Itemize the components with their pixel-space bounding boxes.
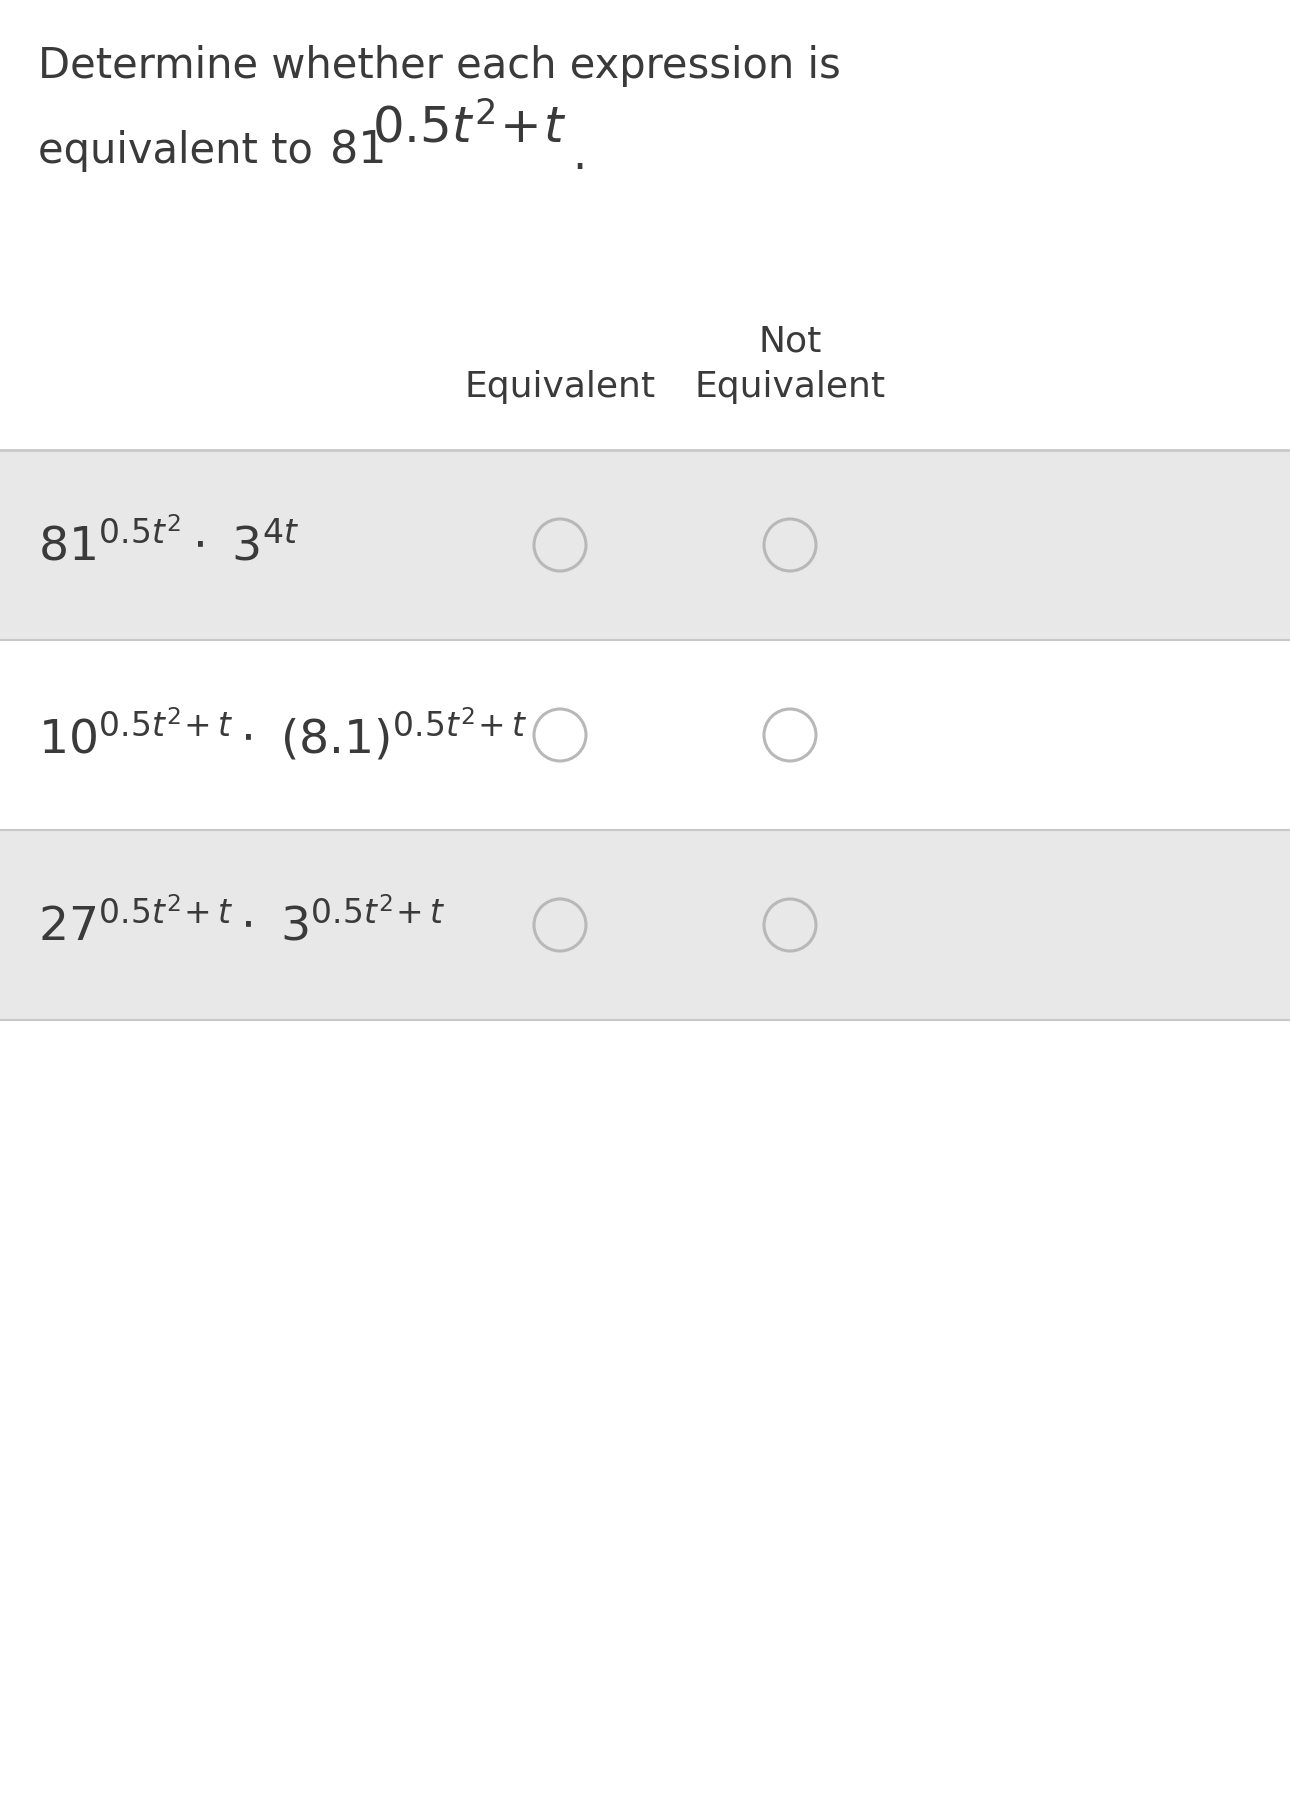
Circle shape xyxy=(764,520,817,572)
Text: Equivalent: Equivalent xyxy=(694,370,885,404)
Bar xyxy=(0,640,1290,830)
Bar xyxy=(0,449,1290,640)
Bar xyxy=(0,1019,1290,1804)
Text: $0.5t^2\!+\!t$: $0.5t^2\!+\!t$ xyxy=(372,103,566,152)
Circle shape xyxy=(534,709,586,761)
Bar xyxy=(0,310,1290,449)
Text: equivalent to: equivalent to xyxy=(37,130,326,171)
Text: .: . xyxy=(571,135,586,179)
Text: Determine whether each expression is: Determine whether each expression is xyxy=(37,45,841,87)
Text: 81: 81 xyxy=(330,130,387,173)
Bar xyxy=(0,0,1290,310)
Text: Not: Not xyxy=(759,325,822,359)
Circle shape xyxy=(764,898,817,951)
Circle shape xyxy=(534,520,586,572)
Circle shape xyxy=(534,898,586,951)
Text: $81^{0.5t^2} \cdot\ 3^{4t}$: $81^{0.5t^2} \cdot\ 3^{4t}$ xyxy=(37,520,299,570)
Text: $10^{0.5t^2\!+t} \cdot\ (8.1)^{0.5t^2\!+t}$: $10^{0.5t^2\!+t} \cdot\ (8.1)^{0.5t^2\!+… xyxy=(37,707,528,763)
Text: Equivalent: Equivalent xyxy=(464,370,655,404)
Bar xyxy=(0,830,1290,1019)
Text: $27^{0.5t^2\!+t} \cdot\ 3^{0.5t^2\!+t}$: $27^{0.5t^2\!+t} \cdot\ 3^{0.5t^2\!+t}$ xyxy=(37,900,445,951)
Circle shape xyxy=(764,709,817,761)
